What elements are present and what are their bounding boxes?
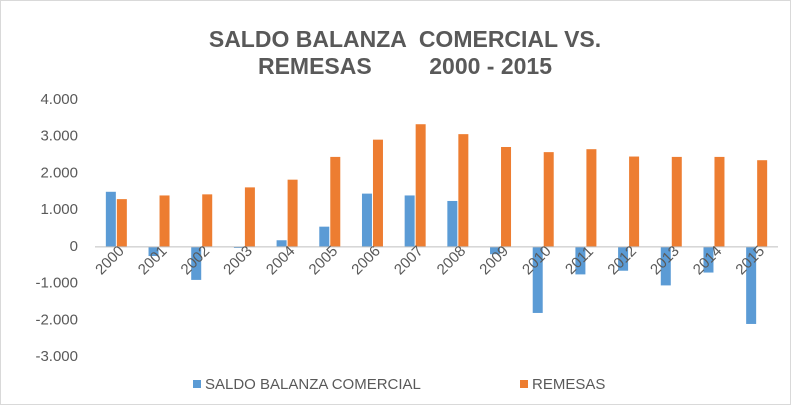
bar xyxy=(202,194,213,247)
y-tick-label: 2.000 xyxy=(40,164,78,181)
y-tick-label: -1.000 xyxy=(35,275,78,292)
bar xyxy=(618,246,629,271)
bar xyxy=(148,246,159,257)
legend-label: REMESAS xyxy=(532,376,605,393)
bar xyxy=(714,156,725,247)
bar xyxy=(105,191,116,247)
y-tick-label: 0 xyxy=(70,238,78,255)
bar xyxy=(233,246,244,248)
bar xyxy=(671,156,682,247)
y-tick-label: 3.000 xyxy=(40,128,78,145)
bar xyxy=(415,124,426,247)
bar xyxy=(159,195,170,247)
bar xyxy=(660,246,671,286)
bar xyxy=(276,240,287,247)
bar xyxy=(757,160,768,247)
y-tick-label: -2.000 xyxy=(35,311,78,328)
bar xyxy=(575,246,586,275)
bar xyxy=(703,246,714,273)
bar xyxy=(330,156,341,247)
bar xyxy=(372,139,383,247)
bar xyxy=(116,199,127,247)
bar xyxy=(447,200,458,247)
bar xyxy=(287,179,298,247)
bar xyxy=(501,146,512,247)
chart-title: REMESAS 2000 - 2015 xyxy=(258,53,552,79)
bar xyxy=(319,226,330,247)
y-tick-label: 4.000 xyxy=(40,91,78,108)
bar xyxy=(191,246,202,280)
bar xyxy=(361,193,372,247)
y-tick-label: -3.000 xyxy=(35,348,78,365)
y-tick-label: 1.000 xyxy=(40,201,78,218)
legend-label: SALDO BALANZA COMERCIAL xyxy=(205,376,421,393)
legend-swatch xyxy=(520,380,528,388)
bar xyxy=(244,187,255,247)
bar xyxy=(629,156,640,247)
bar xyxy=(404,195,415,247)
bar xyxy=(490,246,501,255)
bar xyxy=(543,152,554,247)
bar xyxy=(458,134,469,247)
bar xyxy=(532,246,543,313)
legend-swatch xyxy=(193,380,201,388)
bar xyxy=(746,246,757,324)
bar xyxy=(586,149,597,247)
chart-title: SALDO BALANZA COMERCIAL VS. xyxy=(209,26,601,52)
